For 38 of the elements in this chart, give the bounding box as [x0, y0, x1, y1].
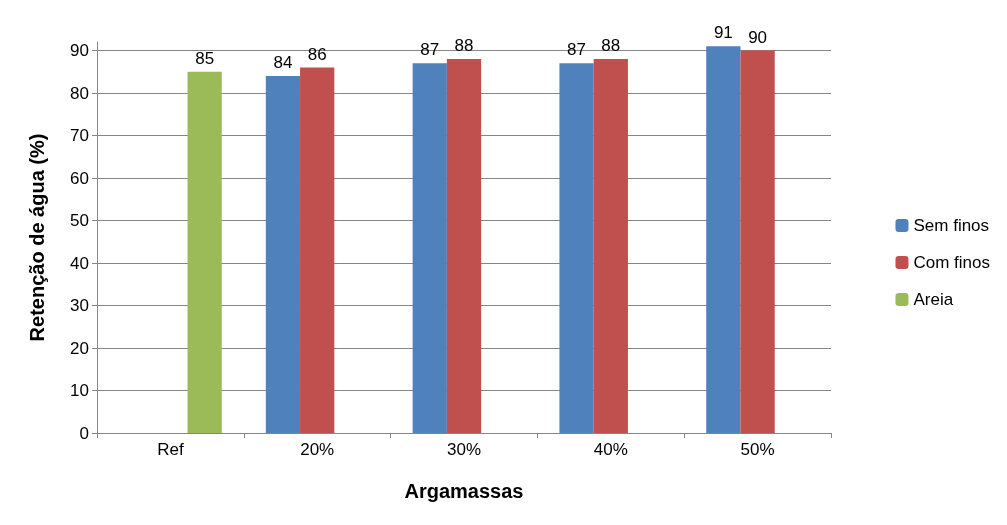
data-label: 91 [713, 23, 733, 43]
bar [559, 63, 594, 433]
bar [593, 59, 628, 433]
y-tick-label: 40 [70, 253, 89, 273]
y-tick-label: 10 [70, 381, 89, 400]
x-tick-label: 30% [446, 440, 482, 459]
y-tick-label: 30 [70, 296, 89, 315]
data-label: 86 [307, 44, 327, 64]
y-tick-label: 0 [79, 423, 89, 443]
bar [187, 71, 222, 433]
x-tick-label: 40% [593, 440, 628, 459]
bar [265, 76, 301, 433]
data-label: 88 [454, 36, 474, 55]
legend-label: Sem finos [913, 216, 990, 235]
y-tick-label: 80 [70, 83, 89, 103]
y-axis-title: Retenção de água (%) [26, 133, 48, 342]
bar [740, 50, 775, 433]
bar [412, 63, 447, 433]
y-tick-label: 90 [70, 41, 89, 60]
x-tick-label: Ref [157, 440, 184, 459]
data-label: 85 [195, 48, 215, 68]
bar [300, 67, 335, 433]
x-tick-label: 20% [300, 440, 335, 459]
x-tick-label: 50% [740, 440, 775, 459]
legend-label: Com finos [913, 253, 991, 272]
data-label: 87 [567, 40, 587, 60]
data-label: 84 [273, 53, 293, 72]
y-tick-label: 70 [70, 126, 89, 145]
data-label: 87 [420, 40, 440, 60]
data-label: 90 [748, 27, 768, 47]
legend-label: Areia [913, 290, 954, 309]
bar [706, 46, 741, 433]
y-tick-label: 50 [70, 211, 89, 230]
bar [446, 59, 482, 433]
data-label: 88 [601, 36, 621, 55]
y-tick-label: 60 [70, 168, 89, 188]
y-tick-label: 20 [70, 338, 89, 358]
x-axis-title: Argamassas [404, 480, 524, 502]
